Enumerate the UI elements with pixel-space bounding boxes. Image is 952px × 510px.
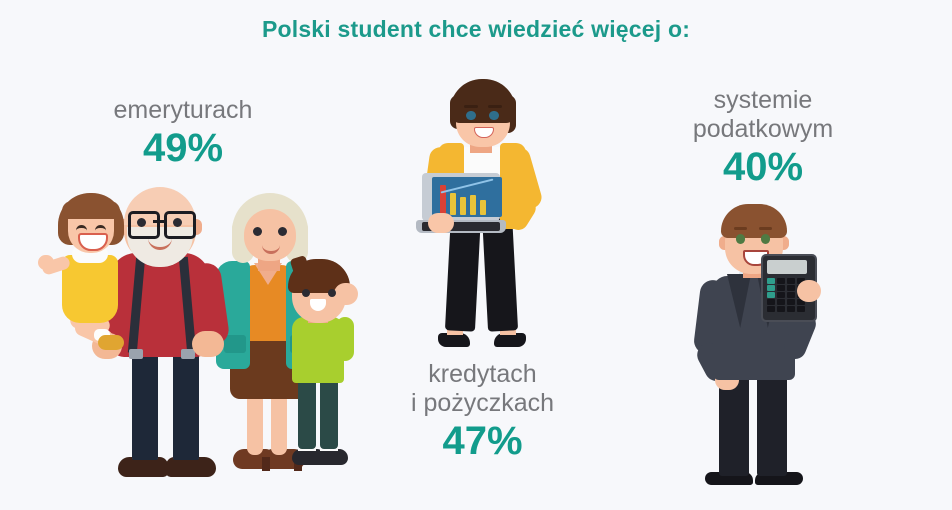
girl-waving-hand: [38, 255, 54, 270]
grandfather-eye-right: [173, 218, 182, 227]
woman-eye-left: [466, 111, 476, 120]
boy-arm-right: [336, 317, 354, 361]
grandfather-leg-left: [132, 345, 158, 460]
woman-eyebrow-left: [464, 105, 478, 108]
boy-eye-left: [302, 289, 310, 297]
stat-block-podatki: systemie podatkowym 40%: [618, 86, 908, 190]
grandfather-leg-right: [173, 345, 199, 460]
woman-shoe-left: [438, 333, 470, 347]
businessman-trouser-right: [757, 364, 787, 476]
calculator-key: [787, 292, 795, 298]
woman-hair: [450, 79, 516, 123]
grandfather-shoe-left: [118, 457, 168, 477]
woman-with-laptop-illustration: [400, 79, 575, 360]
grandfather-glasses-lens-left: [128, 211, 160, 239]
woman-cardigan-right: [500, 143, 526, 229]
stat-percent-kredyty: 47%: [442, 419, 523, 463]
girl-smile: [78, 233, 108, 251]
boy-smile: [310, 299, 326, 311]
stat-percent-emerytury: 49%: [142, 126, 224, 170]
grandfather-mouth: [148, 237, 172, 250]
businessman-eyebrow-right: [759, 227, 772, 230]
stat-block-emerytury: emeryturach 49%: [38, 96, 328, 171]
businessman-illustration: [665, 204, 845, 498]
stat-block-kredyty: kredytach i pożyczkach 47%: [355, 360, 610, 464]
businessman-eyebrow-left: [734, 227, 747, 230]
businessman-ear-right: [778, 236, 789, 250]
grandfather-suspender-clip-left: [129, 349, 143, 359]
woman-hand-left: [428, 213, 454, 233]
grandmother-pocket-left: [224, 335, 246, 353]
laptop-chart-bar: [460, 197, 466, 215]
grandfather-glasses-lens-right: [164, 211, 196, 239]
grandmother-leg-right: [271, 393, 287, 455]
grandmother-heel-left: [262, 457, 270, 471]
grandfather-shoe-right: [166, 457, 216, 477]
calculator-key: [767, 292, 775, 298]
calculator-key: [797, 299, 805, 305]
stat-label-podatki-line2: podatkowym: [692, 115, 834, 143]
calculator-key: [767, 306, 775, 312]
calculator-key: [777, 299, 785, 305]
girl-eye-right: [95, 225, 106, 232]
calculator-key: [787, 278, 795, 284]
calculator-key: [767, 285, 775, 291]
girl-shoe: [98, 335, 124, 350]
laptop-chart-bar: [450, 193, 456, 215]
boy-hand-right: [334, 283, 358, 305]
stat-percent-podatki: 40%: [722, 145, 804, 189]
calculator-key: [767, 278, 775, 284]
boy-leg-left: [298, 377, 316, 449]
grandfather-suspender-clip-right: [181, 349, 195, 359]
girl-hair-fringe: [62, 201, 120, 219]
girl-eye-left: [76, 225, 87, 232]
woman-eyebrow-right: [488, 105, 502, 108]
laptop-chart-bar: [470, 195, 476, 215]
grandmother-leg-left: [247, 393, 263, 455]
businessman-hair: [721, 204, 787, 238]
grandmother-eye-right: [278, 227, 287, 236]
girl-dress: [62, 255, 118, 323]
page-title: Polski student chce wiedzieć więcej o:: [261, 16, 691, 42]
laptop-chart-bar: [480, 200, 486, 215]
calculator: [761, 254, 817, 322]
calculator-key: [787, 306, 795, 312]
grandmother-eye-left: [253, 227, 262, 236]
businessman-eye-left: [736, 234, 745, 244]
stat-label-kredyty-line2: i pożyczkach: [410, 389, 555, 417]
laptop-keyboard: [422, 222, 500, 231]
businessman-eye-right: [761, 234, 770, 244]
woman-eye-right: [489, 111, 499, 120]
stat-label-podatki-line1: systemie: [713, 86, 813, 114]
stat-label-emerytury: emeryturach: [113, 96, 253, 124]
grandfather-eye-left: [137, 218, 146, 227]
boy-eye-right: [328, 289, 336, 297]
grandfather-hand-right: [192, 331, 224, 357]
calculator-key: [777, 306, 785, 312]
stat-label-kredyty-line1: kredytach: [428, 360, 537, 388]
grandfather-glasses-bridge: [153, 220, 165, 223]
boy-shirt: [292, 317, 344, 383]
businessman-hand-right: [797, 280, 821, 302]
calculator-key: [777, 292, 785, 298]
calculator-key: [797, 306, 805, 312]
boy-leg-right: [320, 377, 338, 449]
family-illustration: [38, 187, 358, 495]
laptop-chart-trendline: [440, 178, 494, 194]
calculator-key: [767, 299, 775, 305]
businessman-ear-left: [719, 236, 730, 250]
calculator-key: [787, 299, 795, 305]
grandmother-mouth: [262, 243, 280, 254]
calculator-display: [767, 260, 807, 274]
calculator-key: [787, 285, 795, 291]
woman-shoe-right: [494, 333, 526, 347]
calculator-key: [777, 285, 785, 291]
laptop-chart-bar: [440, 185, 446, 215]
calculator-key: [777, 278, 785, 284]
laptop-display-chart: [432, 177, 502, 217]
boy-shoe-right: [316, 449, 348, 465]
